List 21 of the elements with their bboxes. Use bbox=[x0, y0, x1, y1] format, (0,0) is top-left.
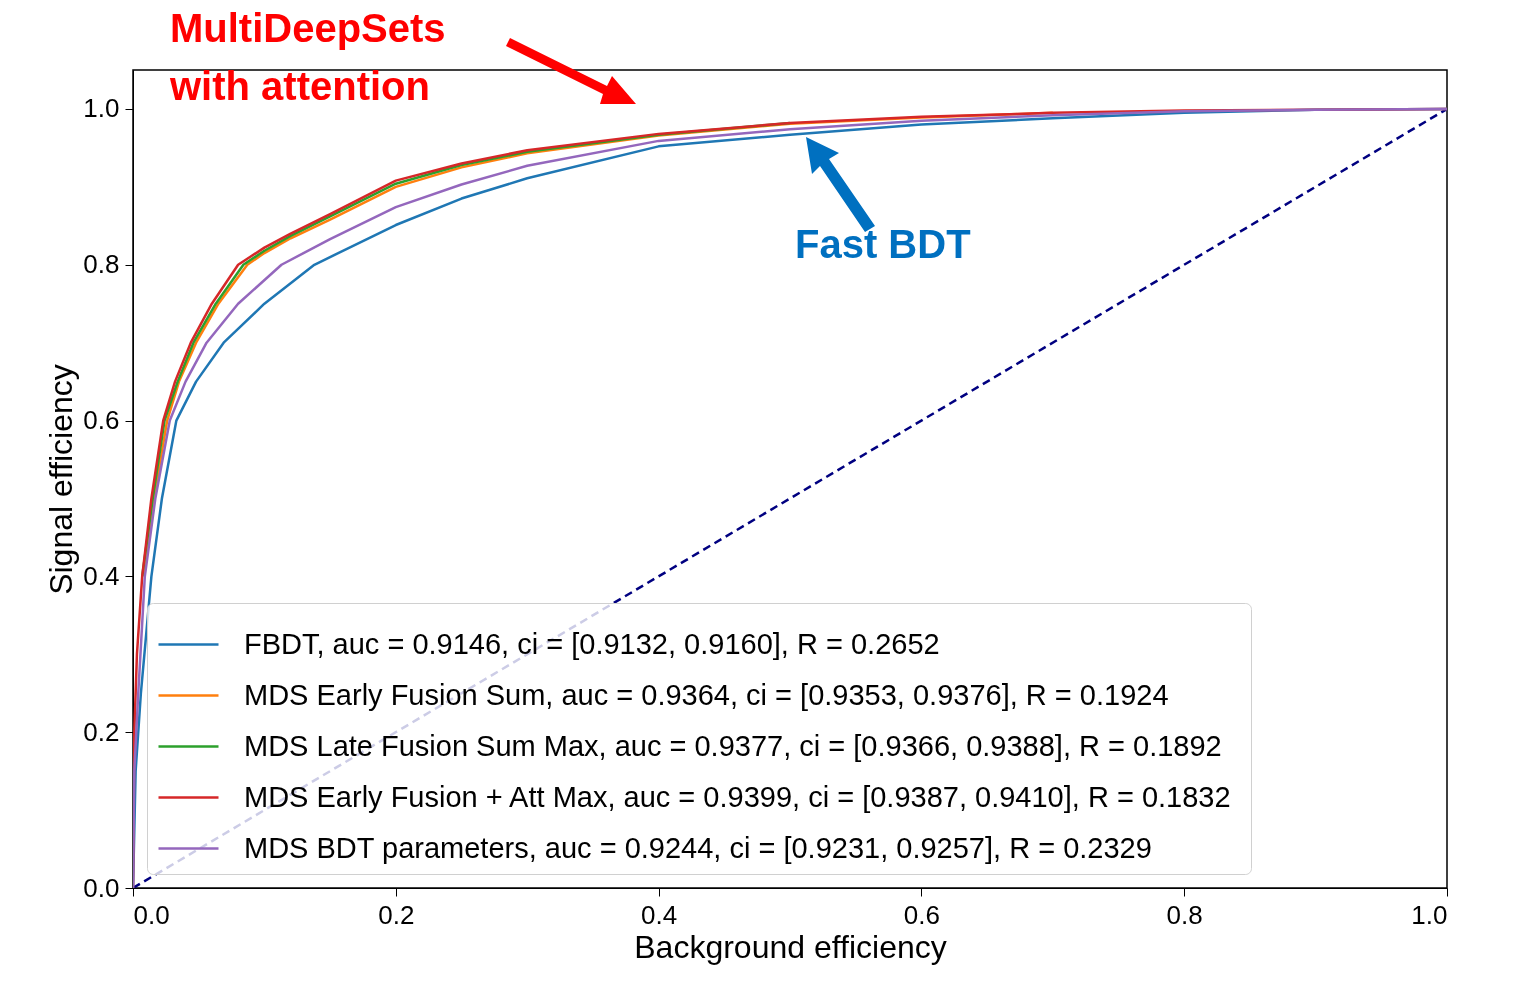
x-tick-label: 0.4 bbox=[641, 899, 678, 930]
legend-label: MDS Late Fusion Sum Max, auc = 0.9377, ci = [0.9366, 0.9388], R = 0.1892 bbox=[244, 729, 1222, 762]
x-tick-label: 0.0 bbox=[133, 899, 170, 930]
legend-label: MDS Early Fusion + Att Max, auc = 0.9399, ci = [0.9387, 0.9410], R = 0.1832 bbox=[244, 780, 1231, 813]
y-tick-label: 0.2 bbox=[83, 716, 120, 747]
legend-label: MDS BDT parameters, auc = 0.9244, ci = [0.9231, 0.9257], R = 0.2329 bbox=[244, 831, 1152, 864]
x-tick-label: 0.6 bbox=[903, 899, 940, 930]
legend-label: MDS Early Fusion Sum, auc = 0.9364, ci = [0.9353, 0.9376], R = 0.1924 bbox=[244, 678, 1169, 711]
y-tick-label: 1.0 bbox=[83, 93, 120, 124]
y-tick-label: 0.0 bbox=[83, 872, 120, 903]
x-tick-label: 1.0 bbox=[1411, 899, 1448, 930]
annotation: Fast BDT bbox=[795, 222, 971, 266]
x-tick-label: 0.2 bbox=[378, 899, 415, 930]
x-axis-title: Background efficiency bbox=[634, 928, 947, 965]
annotation: MultiDeepSets with attention bbox=[169, 6, 446, 108]
y-axis-title: Signal efficiency bbox=[43, 364, 80, 595]
y-tick-label: 0.6 bbox=[83, 405, 120, 436]
y-tick-label: 0.4 bbox=[83, 560, 120, 591]
x-tick-label: 0.8 bbox=[1166, 899, 1203, 930]
legend-label: FBDT, auc = 0.9146, ci = [0.9132, 0.9160], R = 0.2652 bbox=[244, 627, 940, 660]
y-tick-label: 0.8 bbox=[83, 249, 120, 280]
